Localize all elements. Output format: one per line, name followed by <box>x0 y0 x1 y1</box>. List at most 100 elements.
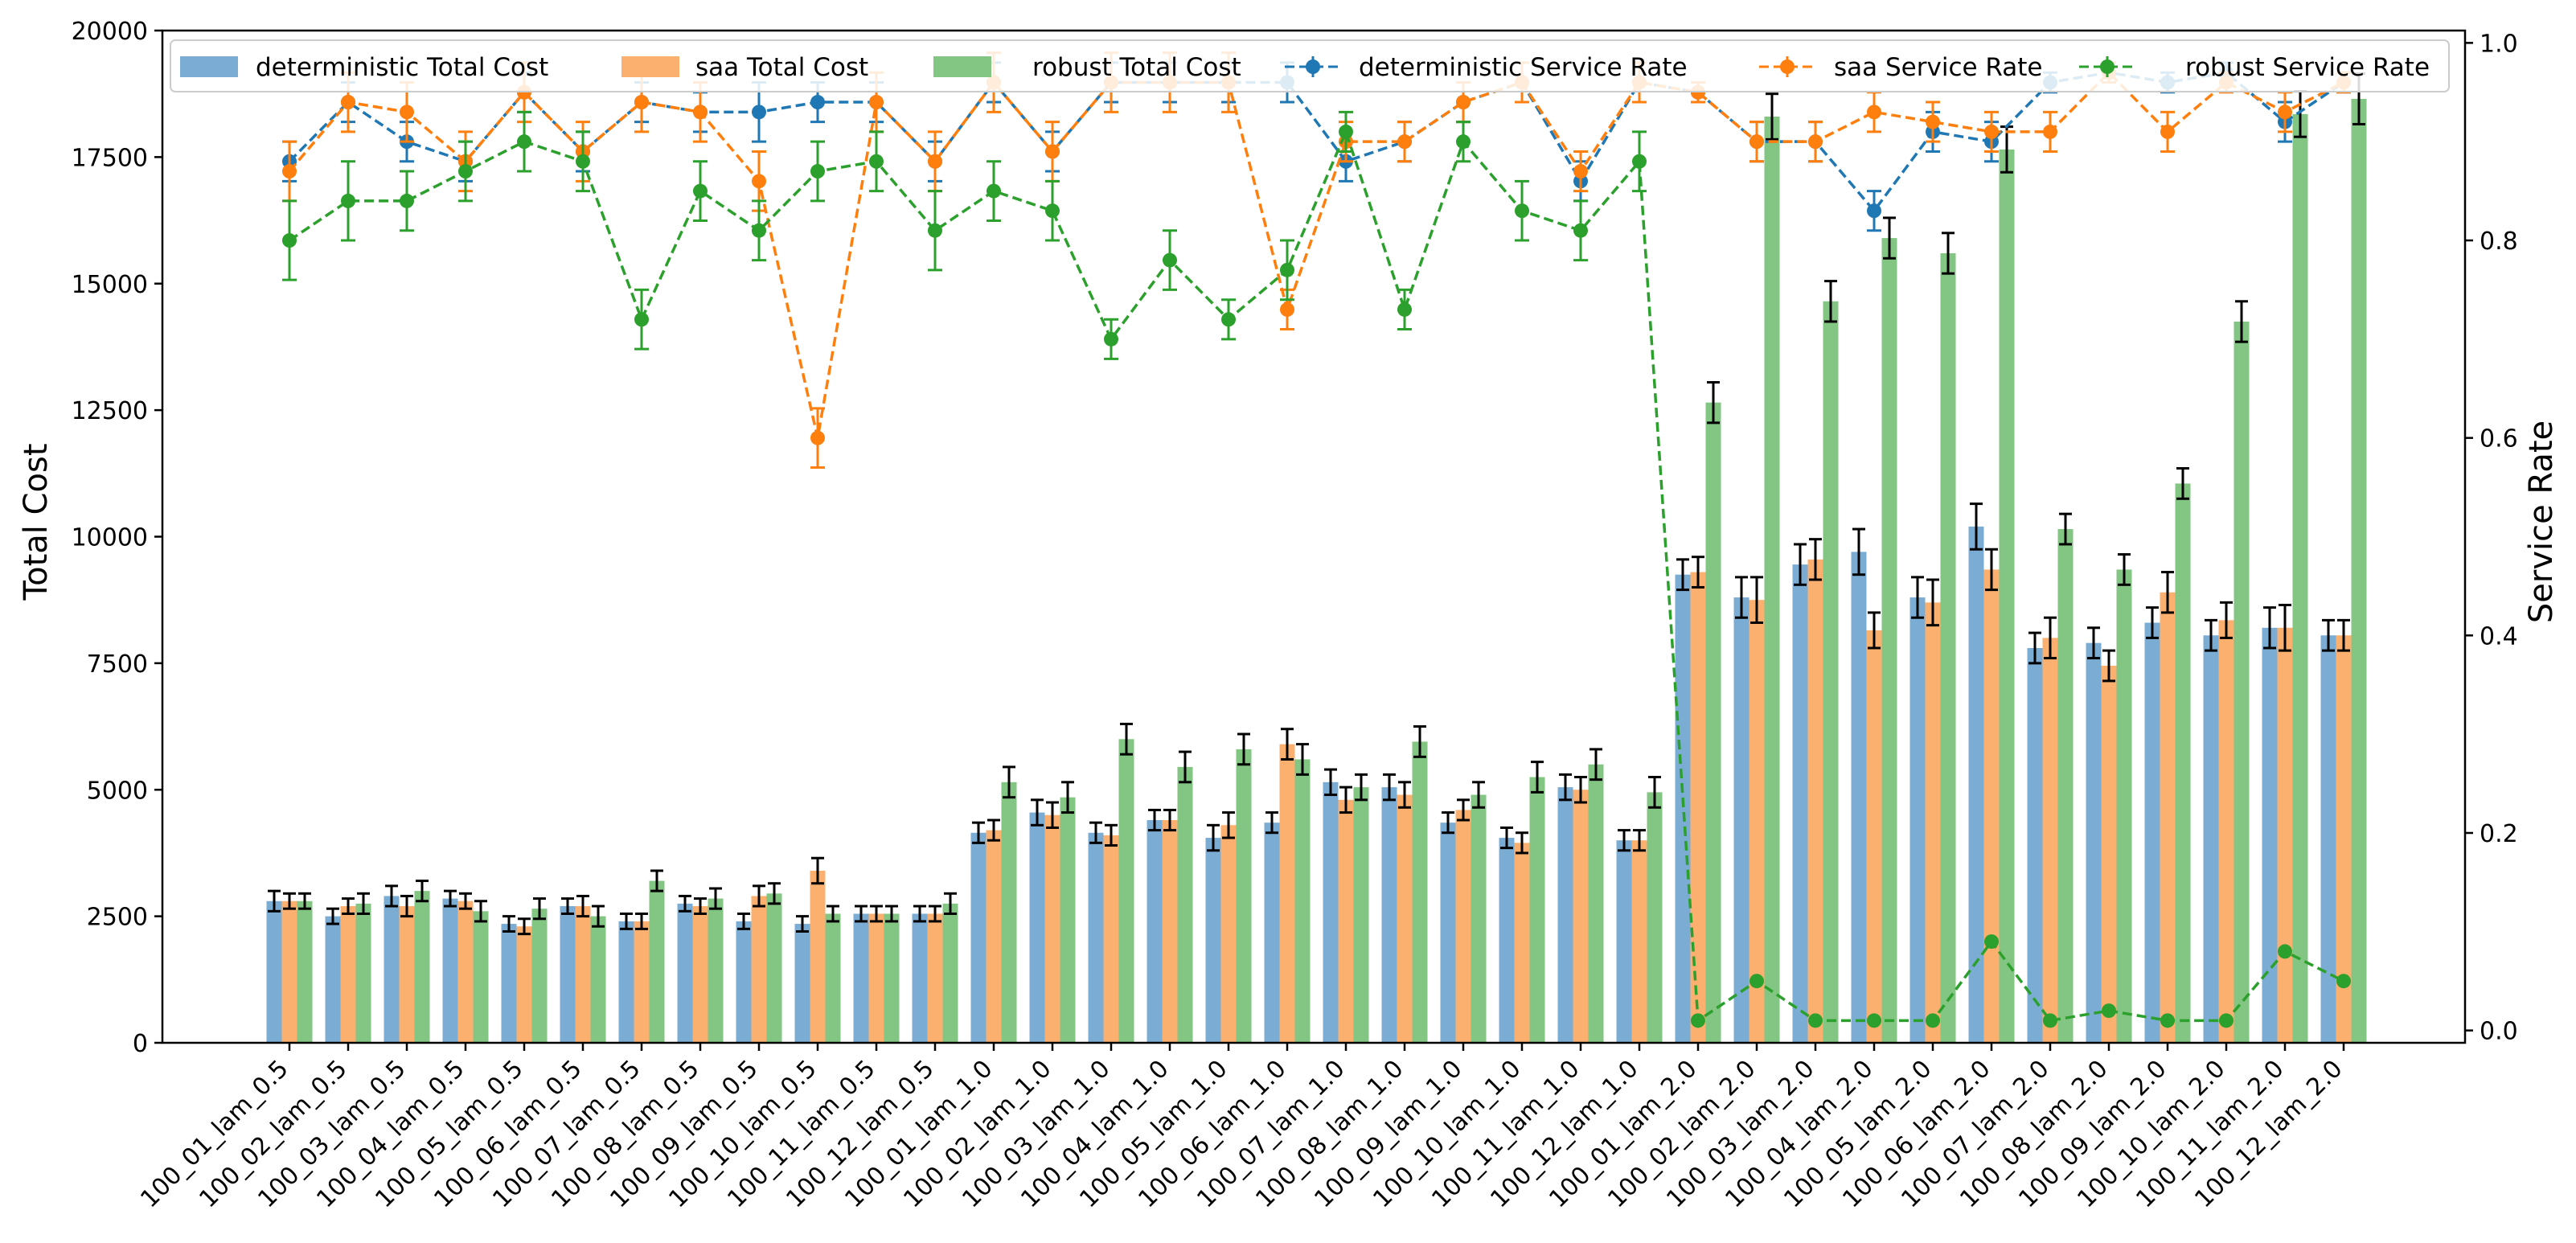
errorbar-robust-total-cost-32 <box>2176 467 2189 500</box>
errorbar-saa-total-cost-35 <box>2337 618 2350 652</box>
errorbar-deterministic-total-cost-7 <box>679 894 691 913</box>
legend-label-deterministic-service-rate: deterministic Service Rate <box>1359 53 1688 82</box>
point-saa-service-rate-0 <box>282 164 297 179</box>
errorbar-robust-total-cost-17 <box>1296 743 1309 776</box>
errorbar-robust-total-cost-10 <box>885 905 898 923</box>
point-robust-service-rate-15 <box>1163 252 1177 268</box>
point-robust-service-rate-7 <box>693 183 708 199</box>
point-saa-service-rate-34 <box>2278 105 2292 120</box>
bar-deterministic-total-cost-16 <box>1205 838 1221 1043</box>
bar-robust-total-cost-0 <box>297 900 313 1043</box>
legend: deterministic Total Cost saa Total Cost … <box>170 39 2450 92</box>
point-robust-service-rate-17 <box>1280 262 1294 277</box>
bar-deterministic-total-cost-22 <box>1557 787 1573 1043</box>
point-saa-service-rate-8 <box>752 174 766 189</box>
bar-saa-total-cost-3 <box>457 900 474 1043</box>
point-robust-service-rate-32 <box>2160 1013 2175 1028</box>
errorbar-saa-total-cost-9 <box>811 856 824 885</box>
errorbar-robust-total-cost-9 <box>827 905 839 923</box>
point-robust-service-rate-29 <box>1984 934 1999 950</box>
bar-robust-total-cost-4 <box>531 909 548 1043</box>
errorbar-saa-total-cost-22 <box>1574 776 1587 804</box>
errorbar-saa-total-cost-28 <box>1926 578 1939 627</box>
bar-saa-total-cost-6 <box>634 921 650 1043</box>
point-robust-service-rate-10 <box>869 154 884 169</box>
errorbar-saa-total-cost-21 <box>1516 831 1528 855</box>
bar-saa-total-cost-28 <box>1925 602 1941 1043</box>
y-tick-label-20000: 20000 <box>72 18 148 46</box>
errorbar-robust-total-cost-18 <box>1355 773 1368 802</box>
line-deterministic-service-rate <box>288 71 2344 213</box>
errorbar-saa-total-cost-5 <box>576 894 589 918</box>
bar-deterministic-total-cost-35 <box>2320 635 2336 1043</box>
point-robust-service-rate-13 <box>1045 203 1060 219</box>
y-tick-label-2500: 2500 <box>87 904 148 932</box>
point-saa-service-rate-17 <box>1280 302 1294 317</box>
y-tick-label-12500: 12500 <box>72 397 148 425</box>
errorbar-deterministic-total-cost-33 <box>2205 618 2217 652</box>
bar-deterministic-total-cost-28 <box>1909 597 1926 1043</box>
errorbar-deterministic-total-cost-32 <box>2146 606 2159 639</box>
point-robust-service-rate-27 <box>1867 1013 1881 1028</box>
bar-robust-total-cost-12 <box>1001 781 1017 1043</box>
point-saa-service-rate-29 <box>1984 124 1999 139</box>
bar-robust-total-cost-7 <box>708 898 724 1043</box>
bar-robust-total-cost-15 <box>1177 766 1193 1043</box>
bar-deterministic-total-cost-23 <box>1616 840 1632 1043</box>
point-saa-service-rate-20 <box>1456 95 1471 110</box>
y2-tick-label-0: 0.0 <box>2480 1018 2518 1046</box>
bar-saa-total-cost-8 <box>751 896 767 1043</box>
bar-robust-total-cost-1 <box>355 903 371 1043</box>
errorbar-saa-total-cost-18 <box>1339 786 1352 814</box>
errorbar-deterministic-total-cost-3 <box>444 889 457 908</box>
bar-robust-total-cost-6 <box>649 880 665 1043</box>
y2-tick-label-0.8: 0.8 <box>2480 228 2518 256</box>
errorbar-robust-total-cost-2 <box>416 880 429 903</box>
bar-deterministic-total-cost-14 <box>1088 832 1104 1043</box>
bar-deterministic-total-cost-31 <box>2086 642 2102 1043</box>
errorbar-deterministic-total-cost-27 <box>1852 527 1865 576</box>
bar-saa-total-cost-17 <box>1279 744 1295 1043</box>
bar-deterministic-total-cost-12 <box>970 832 987 1043</box>
bar-deterministic-total-cost-4 <box>501 924 517 1043</box>
bar-deterministic-total-cost-0 <box>266 900 282 1043</box>
bar-saa-total-cost-20 <box>1455 810 1471 1043</box>
errorbar-saa-total-cost-33 <box>2220 601 2233 639</box>
errorbar-deterministic-total-cost-16 <box>1207 823 1220 852</box>
point-robust-service-rate-4 <box>517 134 531 150</box>
bar-saa-total-cost-19 <box>1397 794 1413 1043</box>
bar-saa-total-cost-12 <box>986 830 1002 1043</box>
errorbar-deterministic-total-cost-6 <box>620 912 633 930</box>
bar-saa-total-cost-5 <box>575 906 591 1043</box>
bar-saa-total-cost-32 <box>2160 592 2176 1043</box>
point-saa-service-rate-19 <box>1397 134 1412 150</box>
bar-saa-total-cost-18 <box>1338 799 1354 1043</box>
legend-swatch-robust-bar <box>933 56 991 77</box>
errorbar-saa-total-cost-25 <box>1750 576 1763 625</box>
bar-saa-total-cost-34 <box>2277 627 2293 1043</box>
errorbar-saa-total-cost-2 <box>400 894 413 918</box>
bar-deterministic-total-cost-17 <box>1264 823 1280 1043</box>
bar-saa-total-cost-14 <box>1103 835 1119 1043</box>
point-saa-service-rate-6 <box>634 95 649 110</box>
errorbar-deterministic-total-cost-8 <box>737 912 750 930</box>
y-tick-label-7500: 7500 <box>87 650 148 679</box>
errorbar-robust-total-cost-3 <box>474 900 487 923</box>
bar-saa-total-cost-1 <box>340 906 356 1043</box>
bar-robust-total-cost-19 <box>1412 741 1428 1043</box>
errorbar-deterministic-total-cost-22 <box>1559 773 1572 802</box>
errorbar-deterministic-total-cost-9 <box>796 915 809 933</box>
point-saa-service-rate-28 <box>1926 114 1940 129</box>
point-robust-service-rate-19 <box>1397 302 1412 317</box>
point-robust-service-rate-22 <box>1573 223 1588 238</box>
legend-swatch-saa-bar <box>621 56 679 77</box>
errorbar-robust-total-cost-16 <box>1237 732 1250 766</box>
errorbar-saa-total-cost-3 <box>459 892 472 910</box>
y-tick-label-10000: 10000 <box>72 524 148 552</box>
errorbar-deterministic-total-cost-19 <box>1383 773 1396 802</box>
point-robust-service-rate-35 <box>2336 974 2351 989</box>
legend-swatch-saa-line <box>1759 56 1815 77</box>
bar-deterministic-total-cost-8 <box>736 921 752 1043</box>
errorbar-saa-total-cost-19 <box>1398 781 1411 809</box>
